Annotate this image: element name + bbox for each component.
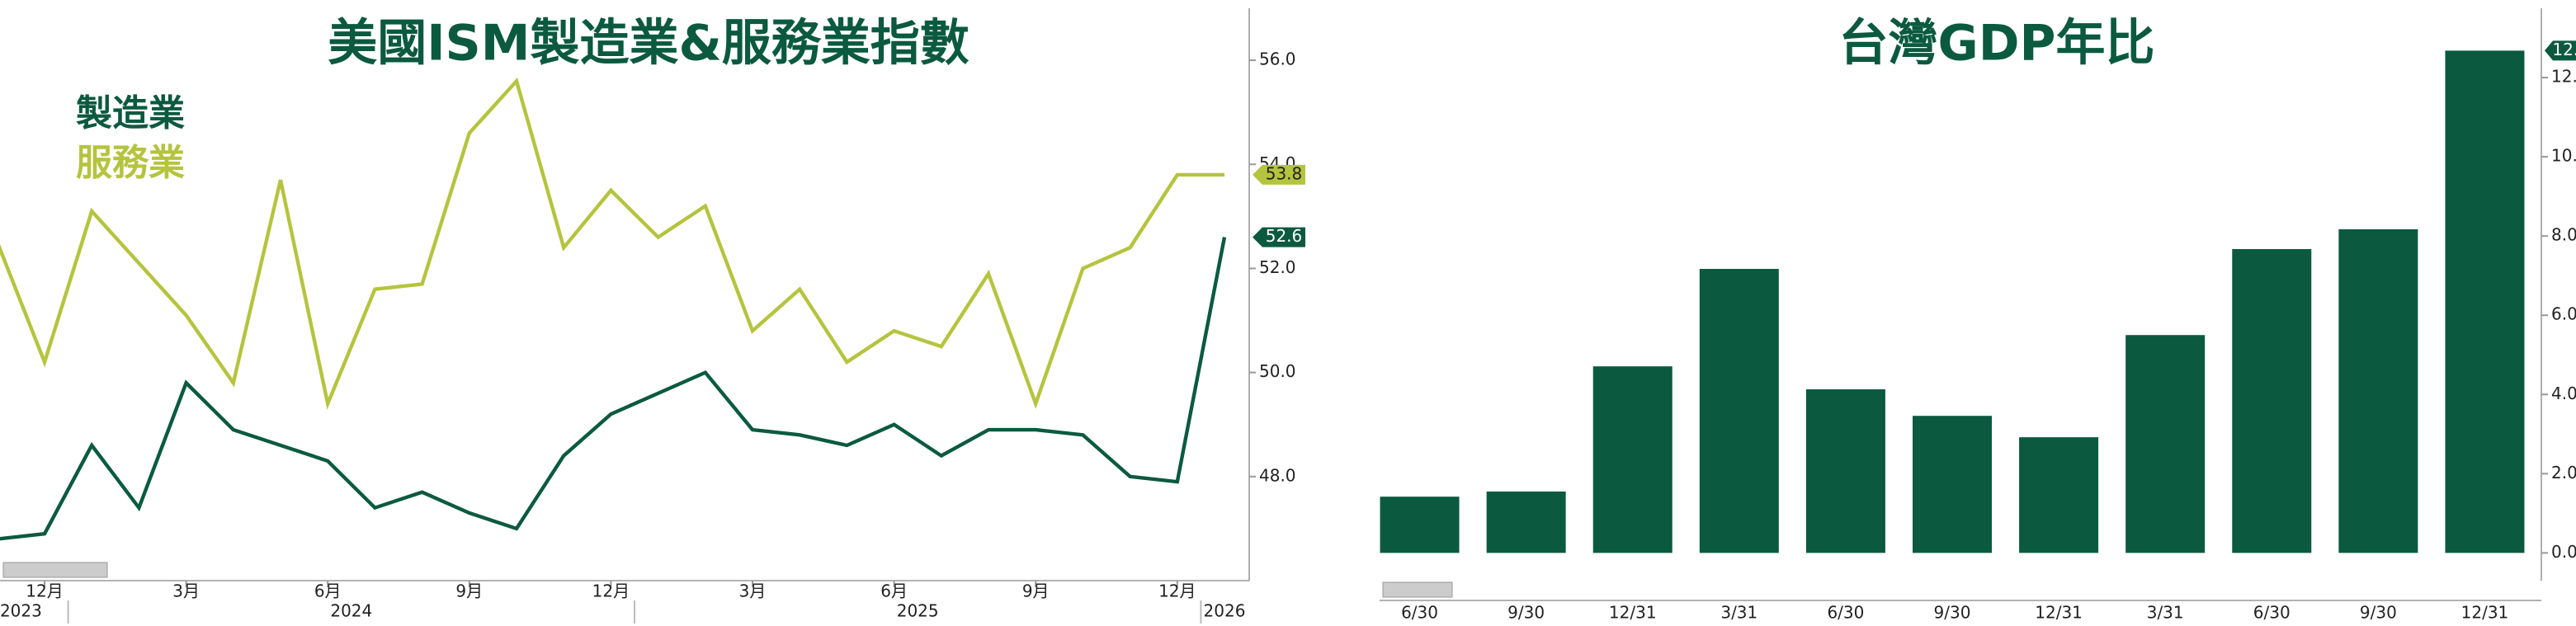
- legend-label: 製造業: [76, 92, 185, 134]
- x-tick-label: 6/30: [1827, 603, 1864, 623]
- chart-title: 美國ISM製造業&服務業指數: [328, 15, 970, 73]
- bar: [2125, 335, 2206, 553]
- bar: [1486, 491, 1566, 553]
- value-label-box: [1253, 227, 1305, 247]
- x-tick-label: 6/30: [1401, 603, 1438, 623]
- x-tick-label: 12/31: [2035, 603, 2083, 623]
- x-tick-label: 3月: [172, 581, 200, 601]
- x-tick-label: 6月: [880, 581, 908, 601]
- x-group-label: 2025: [897, 601, 939, 621]
- x-group-label: 2024: [330, 601, 372, 621]
- value-label: 52.6: [1266, 226, 1303, 246]
- y-tick-label: 10.00: [2551, 146, 2576, 166]
- legend-label: 服務業: [76, 142, 185, 184]
- x-group-label: 2026: [1204, 601, 1246, 621]
- y-tick-label: 56.0: [1259, 49, 1296, 69]
- x-tick-label: 12月: [26, 581, 63, 601]
- bar: [2019, 437, 2099, 553]
- y-tick-label: 6.00: [2551, 304, 2576, 324]
- y-tick-label: 2.00: [2551, 463, 2576, 482]
- x-tick-label: 3/31: [1720, 603, 1757, 623]
- x-tick-label: 9月: [455, 581, 483, 601]
- y-tick-label: 52.0: [1259, 257, 1296, 277]
- x-tick-label: 12月: [592, 581, 630, 601]
- x-tick-label: 12/31: [2461, 603, 2509, 623]
- toolbar[interactable]: [1382, 581, 1453, 598]
- value-label-box: [1253, 164, 1305, 185]
- x-tick-label: 3月: [739, 581, 767, 601]
- chart-title: 台灣GDP年比: [1838, 15, 2154, 73]
- bar: [2338, 228, 2418, 553]
- y-tick-label: 12.00: [2551, 67, 2576, 87]
- bar: [1913, 416, 1992, 553]
- series-line: [0, 77, 1224, 410]
- y-tick-label: 8.00: [2551, 225, 2576, 245]
- x-tick-label: 9/30: [1934, 603, 1971, 623]
- bar: [2445, 50, 2525, 553]
- x-group-label: 2023: [0, 601, 42, 621]
- bar: [1592, 366, 1673, 553]
- y-tick-label: 4.00: [2551, 384, 2576, 403]
- x-tick-label: 9/30: [1507, 603, 1545, 623]
- x-tick-label: 12月: [1158, 581, 1196, 601]
- y-tick-label: 50.0: [1259, 361, 1296, 381]
- x-tick-label: 9/30: [2360, 603, 2397, 623]
- bar: [1380, 497, 1460, 553]
- x-tick-label: 6月: [314, 581, 342, 601]
- bar: [2232, 249, 2312, 553]
- y-tick-label: 0.00: [2551, 542, 2576, 562]
- x-tick-label: 3/31: [2147, 603, 2184, 623]
- value-label-box: [2545, 40, 2576, 61]
- x-tick-label: 9月: [1022, 581, 1050, 601]
- bar: [1699, 269, 1779, 553]
- x-tick-label: 12/31: [1609, 603, 1657, 623]
- x-tick-label: 6/30: [2253, 603, 2291, 623]
- value-label: 12.68: [2552, 40, 2576, 59]
- bar: [1805, 389, 1885, 553]
- series-line: [0, 237, 1227, 541]
- value-label: 53.8: [1266, 163, 1303, 183]
- toolbar[interactable]: [2, 562, 108, 578]
- y-tick-label: 48.0: [1259, 465, 1296, 485]
